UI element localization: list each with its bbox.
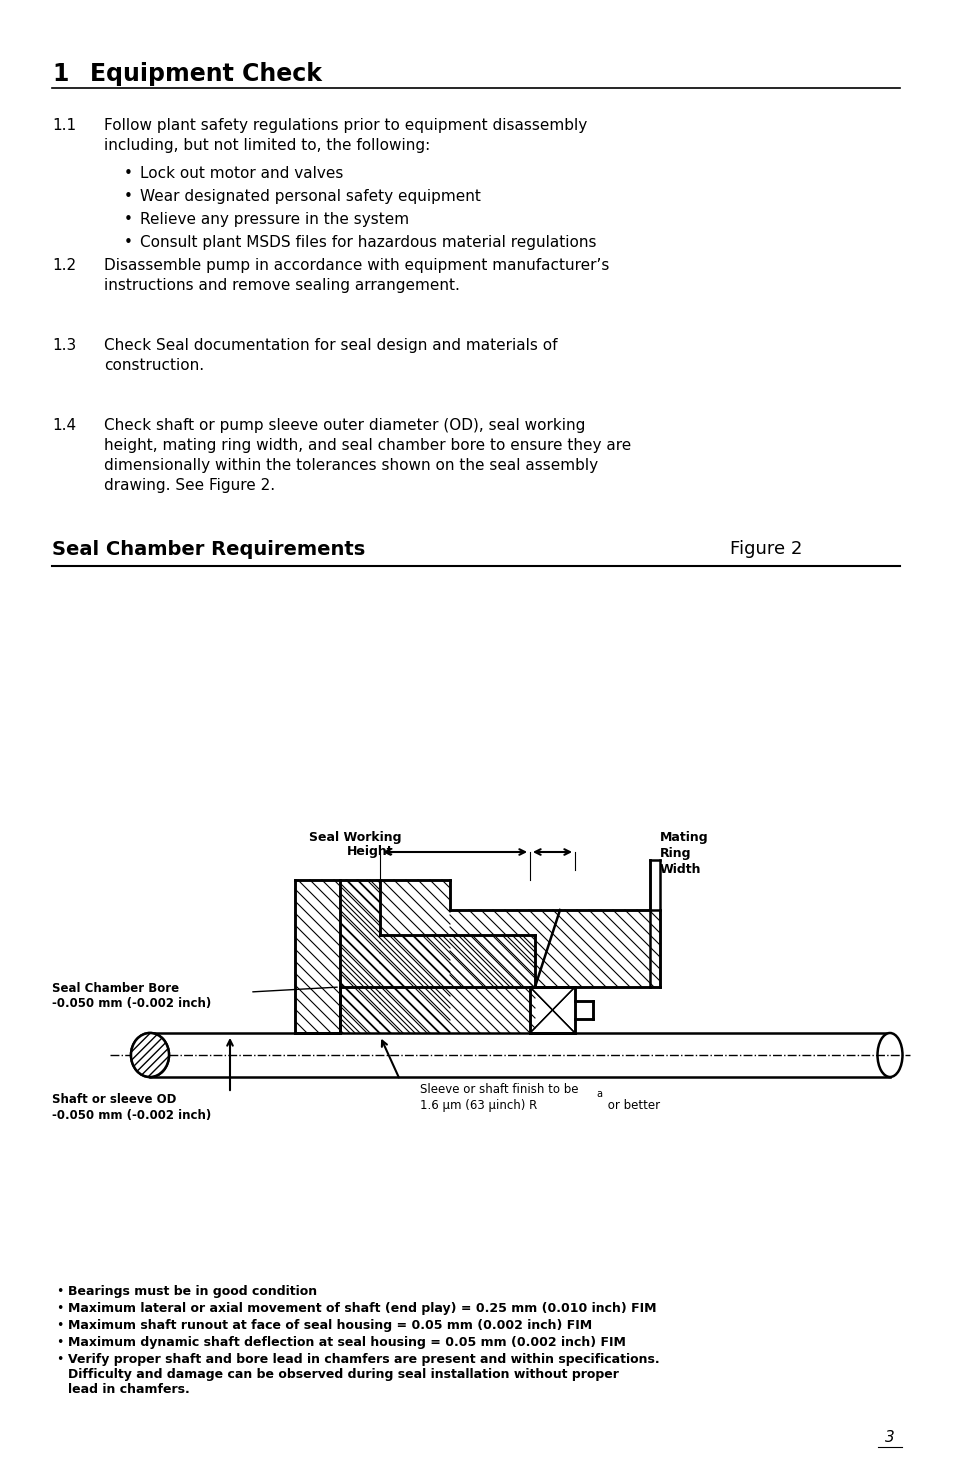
Text: 1: 1 <box>52 62 69 86</box>
Text: -0.050 mm (-0.002 inch): -0.050 mm (-0.002 inch) <box>52 997 211 1010</box>
Text: 1.4: 1.4 <box>52 417 76 434</box>
Text: Bearings must be in good condition: Bearings must be in good condition <box>68 1285 316 1298</box>
Text: Relieve any pressure in the system: Relieve any pressure in the system <box>140 212 409 227</box>
Text: 1.1: 1.1 <box>52 118 76 133</box>
Text: Equipment Check: Equipment Check <box>90 62 322 86</box>
Text: Seal Chamber Bore: Seal Chamber Bore <box>52 981 179 994</box>
Text: Verify proper shaft and bore lead in chamfers are present and within specificati: Verify proper shaft and bore lead in cha… <box>68 1353 659 1366</box>
Text: Check Seal documentation for seal design and materials of: Check Seal documentation for seal design… <box>104 338 557 353</box>
Text: Sleeve or shaft finish to be: Sleeve or shaft finish to be <box>419 1083 578 1096</box>
Text: •: • <box>56 1319 63 1332</box>
Text: Figure 2: Figure 2 <box>729 540 801 558</box>
Text: Shaft or sleeve OD: Shaft or sleeve OD <box>52 1093 176 1106</box>
Text: •: • <box>56 1302 63 1316</box>
Text: 3: 3 <box>884 1429 894 1445</box>
Text: -0.050 mm (-0.002 inch): -0.050 mm (-0.002 inch) <box>52 1109 211 1122</box>
Text: Lock out motor and valves: Lock out motor and valves <box>140 167 343 181</box>
Polygon shape <box>379 935 535 1032</box>
Text: 1.6 μm (63 μinch) R: 1.6 μm (63 μinch) R <box>419 1099 537 1112</box>
Text: drawing. See Figure 2.: drawing. See Figure 2. <box>104 478 274 493</box>
Text: Disassemble pump in accordance with equipment manufacturer’s: Disassemble pump in accordance with equi… <box>104 258 609 273</box>
Text: Maximum lateral or axial movement of shaft (end play) = 0.25 mm (0.010 inch) FIM: Maximum lateral or axial movement of sha… <box>68 1302 656 1316</box>
Text: •: • <box>56 1285 63 1298</box>
Text: Check shaft or pump sleeve outer diameter (OD), seal working: Check shaft or pump sleeve outer diamete… <box>104 417 585 434</box>
Text: Difficulty and damage can be observed during seal installation without proper: Difficulty and damage can be observed du… <box>68 1367 618 1381</box>
Text: a: a <box>596 1089 601 1099</box>
Text: including, but not limited to, the following:: including, but not limited to, the follo… <box>104 139 430 153</box>
Text: Maximum shaft runout at face of seal housing = 0.05 mm (0.002 inch) FIM: Maximum shaft runout at face of seal hou… <box>68 1319 592 1332</box>
Text: Maximum dynamic shaft deflection at seal housing = 0.05 mm (0.002 inch) FIM: Maximum dynamic shaft deflection at seal… <box>68 1336 625 1350</box>
Text: •: • <box>124 167 132 181</box>
Ellipse shape <box>877 1032 902 1077</box>
Text: •: • <box>124 212 132 227</box>
Text: Width: Width <box>659 863 700 876</box>
Text: Consult plant MSDS files for hazardous material regulations: Consult plant MSDS files for hazardous m… <box>140 235 596 249</box>
Text: lead in chamfers.: lead in chamfers. <box>68 1384 190 1395</box>
Text: •: • <box>56 1353 63 1366</box>
Text: •: • <box>124 235 132 249</box>
Text: Wear designated personal safety equipment: Wear designated personal safety equipmen… <box>140 189 480 204</box>
Text: dimensionally within the tolerances shown on the seal assembly: dimensionally within the tolerances show… <box>104 459 598 473</box>
Text: Seal Chamber Requirements: Seal Chamber Requirements <box>52 540 365 559</box>
Text: construction.: construction. <box>104 358 204 373</box>
Text: •: • <box>124 189 132 204</box>
Text: or better: or better <box>603 1099 659 1112</box>
Text: instructions and remove sealing arrangement.: instructions and remove sealing arrangem… <box>104 277 459 294</box>
Text: height, mating ring width, and seal chamber bore to ensure they are: height, mating ring width, and seal cham… <box>104 438 631 453</box>
Text: 1.2: 1.2 <box>52 258 76 273</box>
Polygon shape <box>294 881 450 1032</box>
Text: Ring: Ring <box>659 847 691 860</box>
Ellipse shape <box>131 1032 169 1077</box>
Text: Seal Working: Seal Working <box>309 830 401 844</box>
Text: 1.3: 1.3 <box>52 338 76 353</box>
Polygon shape <box>450 910 659 987</box>
Text: Mating: Mating <box>659 830 708 844</box>
Text: •: • <box>56 1336 63 1350</box>
Text: Height: Height <box>346 845 393 858</box>
Text: Follow plant safety regulations prior to equipment disassembly: Follow plant safety regulations prior to… <box>104 118 587 133</box>
Polygon shape <box>339 881 379 1032</box>
Ellipse shape <box>131 1032 169 1077</box>
